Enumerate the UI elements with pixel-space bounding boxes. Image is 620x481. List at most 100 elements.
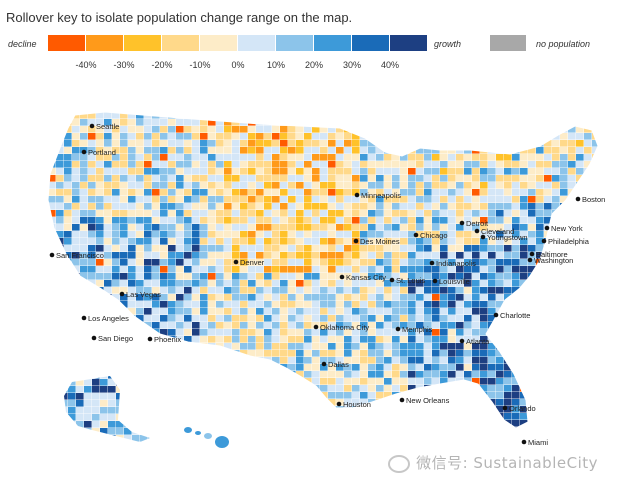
county-cell[interactable] — [72, 126, 80, 133]
county-cell[interactable] — [160, 308, 168, 315]
county-cell[interactable] — [400, 210, 408, 217]
county-cell[interactable] — [72, 189, 80, 196]
county-cell[interactable] — [520, 266, 528, 273]
county-cell[interactable] — [320, 189, 328, 196]
county-cell[interactable] — [384, 231, 392, 238]
county-cell[interactable] — [520, 189, 528, 196]
county-cell[interactable] — [304, 182, 312, 189]
county-cell[interactable] — [528, 238, 536, 245]
county-cell[interactable] — [160, 147, 168, 154]
county-cell[interactable] — [352, 175, 360, 182]
county-cell[interactable] — [108, 414, 116, 421]
county-cell[interactable] — [280, 182, 288, 189]
county-cell[interactable] — [472, 371, 480, 378]
county-cell[interactable] — [256, 336, 264, 343]
county-cell[interactable] — [496, 238, 504, 245]
county-cell[interactable] — [224, 322, 232, 329]
county-cell[interactable] — [56, 161, 64, 168]
county-cell[interactable] — [120, 273, 128, 280]
county-cell[interactable] — [160, 280, 168, 287]
county-cell[interactable] — [200, 280, 208, 287]
county-cell[interactable] — [360, 182, 368, 189]
county-cell[interactable] — [352, 287, 360, 294]
county-cell[interactable] — [296, 168, 304, 175]
county-cell[interactable] — [472, 210, 480, 217]
county-cell[interactable] — [456, 273, 464, 280]
county-cell[interactable] — [312, 224, 320, 231]
county-cell[interactable] — [176, 322, 184, 329]
county-cell[interactable] — [132, 435, 140, 442]
county-cell[interactable] — [280, 140, 288, 147]
county-cell[interactable] — [472, 252, 480, 259]
county-cell[interactable] — [304, 364, 312, 371]
county-cell[interactable] — [472, 189, 480, 196]
county-cell[interactable] — [488, 385, 496, 392]
county-cell[interactable] — [360, 280, 368, 287]
county-cell[interactable] — [128, 126, 136, 133]
county-cell[interactable] — [400, 301, 408, 308]
county-cell[interactable] — [296, 196, 304, 203]
county-cell[interactable] — [152, 182, 160, 189]
county-cell[interactable] — [376, 364, 384, 371]
county-cell[interactable] — [296, 182, 304, 189]
county-cell[interactable] — [512, 399, 520, 406]
county-cell[interactable] — [256, 343, 264, 350]
county-cell[interactable] — [512, 259, 520, 266]
county-cell[interactable] — [136, 294, 144, 301]
county-cell[interactable] — [104, 203, 112, 210]
county-cell[interactable] — [464, 175, 472, 182]
county-cell[interactable] — [60, 393, 68, 400]
county-cell[interactable] — [352, 140, 360, 147]
county-cell[interactable] — [88, 189, 96, 196]
county-cell[interactable] — [424, 322, 432, 329]
county-cell[interactable] — [384, 252, 392, 259]
county-cell[interactable] — [96, 133, 104, 140]
county-cell[interactable] — [248, 147, 256, 154]
county-cell[interactable] — [200, 294, 208, 301]
county-cell[interactable] — [424, 364, 432, 371]
county-cell[interactable] — [176, 161, 184, 168]
county-cell[interactable] — [344, 329, 352, 336]
county-cell[interactable] — [304, 196, 312, 203]
county-cell[interactable] — [368, 294, 376, 301]
county-cell[interactable] — [464, 245, 472, 252]
county-cell[interactable] — [96, 112, 104, 119]
county-cell[interactable] — [456, 238, 464, 245]
county-cell[interactable] — [272, 161, 280, 168]
county-cell[interactable] — [280, 252, 288, 259]
county-cell[interactable] — [208, 259, 216, 266]
county-cell[interactable] — [72, 133, 80, 140]
county-cell[interactable] — [304, 133, 312, 140]
county-cell[interactable] — [392, 210, 400, 217]
county-cell[interactable] — [168, 287, 176, 294]
county-cell[interactable] — [264, 322, 272, 329]
county-cell[interactable] — [120, 203, 128, 210]
county-cell[interactable] — [432, 371, 440, 378]
county-cell[interactable] — [336, 280, 344, 287]
county-cell[interactable] — [152, 175, 160, 182]
county-cell[interactable] — [248, 315, 256, 322]
county-cell[interactable] — [408, 168, 416, 175]
county-cell[interactable] — [480, 182, 488, 189]
county-cell[interactable] — [336, 154, 344, 161]
county-cell[interactable] — [352, 357, 360, 364]
county-cell[interactable] — [232, 196, 240, 203]
county-cell[interactable] — [320, 210, 328, 217]
county-cell[interactable] — [184, 133, 192, 140]
county-cell[interactable] — [288, 133, 296, 140]
county-cell[interactable] — [376, 189, 384, 196]
county-cell[interactable] — [336, 140, 344, 147]
county-cell[interactable] — [72, 182, 80, 189]
county-cell[interactable] — [376, 280, 384, 287]
county-cell[interactable] — [360, 140, 368, 147]
county-cell[interactable] — [376, 161, 384, 168]
county-cell[interactable] — [56, 189, 64, 196]
county-cell[interactable] — [312, 182, 320, 189]
county-cell[interactable] — [416, 336, 424, 343]
county-cell[interactable] — [264, 252, 272, 259]
county-cell[interactable] — [280, 154, 288, 161]
county-cell[interactable] — [208, 245, 216, 252]
county-cell[interactable] — [552, 189, 560, 196]
county-cell[interactable] — [392, 252, 400, 259]
county-cell[interactable] — [416, 322, 424, 329]
